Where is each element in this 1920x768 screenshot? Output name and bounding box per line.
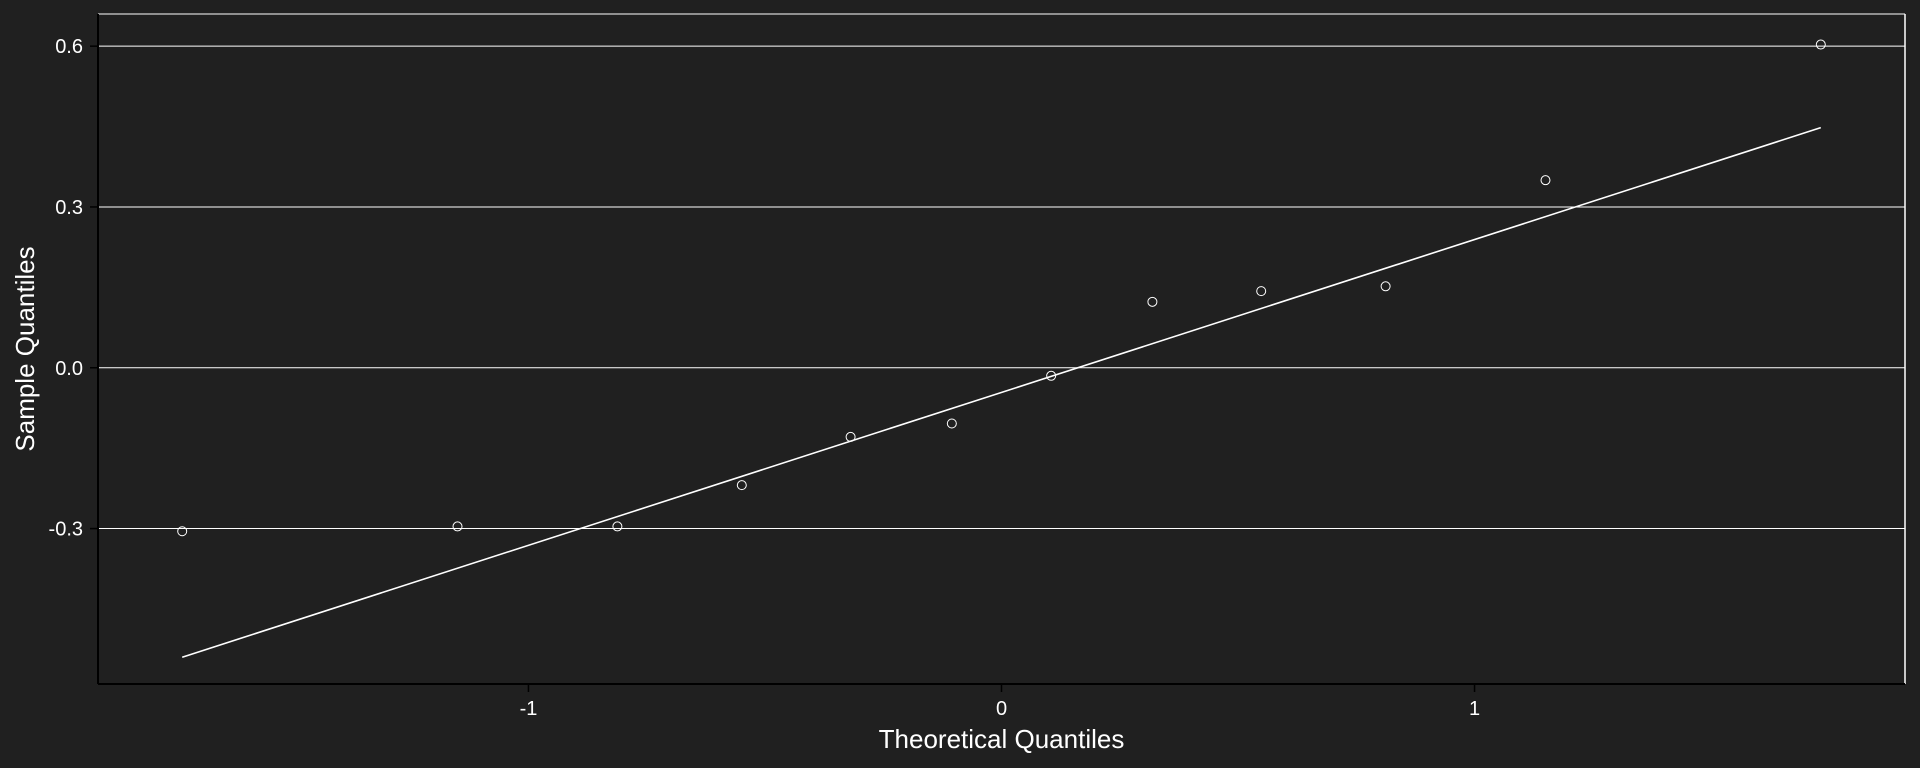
data-point [946,418,957,429]
y-tick-label: -0.3 [49,519,83,541]
plot-panel [98,14,1905,684]
x-axis-title: Theoretical Quantiles [879,724,1125,754]
y-axis-ticks: -0.3 0.0 0.3 0.6 [49,36,98,541]
x-tick-label: 0 [996,698,1007,720]
reference-line-group [181,126,1822,658]
x-axis-ticks: -1 0 1 [520,684,1480,720]
data-point [1046,370,1057,381]
data-point [845,431,856,442]
data-points [177,39,1826,537]
data-point [1256,286,1267,297]
data-point [452,521,463,532]
plot-area: -1 0 1 -0.3 0.0 0.3 0.6 [49,13,1906,720]
x-tick-label: -1 [520,698,538,720]
data-point [1815,39,1826,50]
gridlines [98,45,1905,530]
x-tick-label: 1 [1469,698,1480,720]
y-tick-label: 0.6 [55,36,83,58]
data-point [177,526,188,537]
data-point [1540,175,1551,186]
y-tick-label: 0.0 [55,358,83,380]
reference-line [181,126,1822,658]
data-point [1147,296,1158,307]
data-point [612,521,623,532]
data-point [736,480,747,491]
data-point [1380,281,1391,292]
y-axis-title: Sample Quantiles [10,246,40,451]
y-tick-label: 0.3 [55,197,83,219]
